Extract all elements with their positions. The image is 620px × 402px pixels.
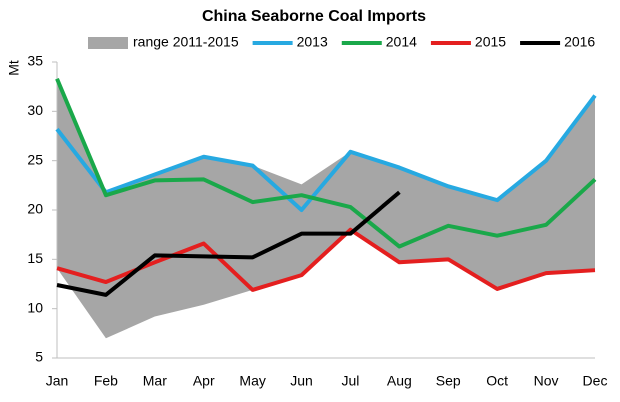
x-tick-label: Jun bbox=[290, 373, 313, 389]
legend-label: range 2011-2015 bbox=[133, 34, 239, 50]
legend-label: 2013 bbox=[297, 34, 328, 50]
x-tick-label: Jul bbox=[342, 373, 360, 389]
legend-label: 2015 bbox=[475, 34, 506, 50]
x-tick-label: Oct bbox=[486, 373, 508, 389]
series-line bbox=[55, 94, 597, 212]
x-tick-label: Jan bbox=[46, 373, 69, 389]
range-area bbox=[57, 78, 595, 339]
x-tick-label: Aug bbox=[387, 373, 412, 389]
x-tick-label: Nov bbox=[534, 373, 559, 389]
x-tick-label: Mar bbox=[143, 373, 167, 389]
series-line bbox=[55, 77, 597, 249]
y-tick-label: 5 bbox=[35, 349, 43, 365]
legend-label: 2014 bbox=[386, 34, 417, 50]
x-tick-label: Feb bbox=[94, 373, 118, 389]
x-tick-label: Sep bbox=[436, 373, 461, 389]
chart-title: China Seaborne Coal Imports bbox=[202, 8, 426, 25]
legend-swatch bbox=[88, 37, 128, 49]
y-tick-label: 30 bbox=[27, 102, 43, 118]
x-tick-label: Dec bbox=[583, 373, 608, 389]
y-tick-label: 10 bbox=[27, 299, 43, 315]
y-tick-label: 15 bbox=[27, 250, 43, 266]
x-tick-label: May bbox=[239, 373, 265, 389]
x-tick-label: Apr bbox=[193, 373, 215, 389]
series-line bbox=[56, 227, 596, 292]
y-tick-label: 35 bbox=[27, 53, 43, 69]
series-line bbox=[56, 190, 401, 297]
y-tick-label: 20 bbox=[27, 201, 43, 217]
y-tick-label: 25 bbox=[27, 151, 43, 167]
y-axis-label: Mt bbox=[6, 60, 22, 76]
legend-label: 2016 bbox=[564, 34, 595, 50]
